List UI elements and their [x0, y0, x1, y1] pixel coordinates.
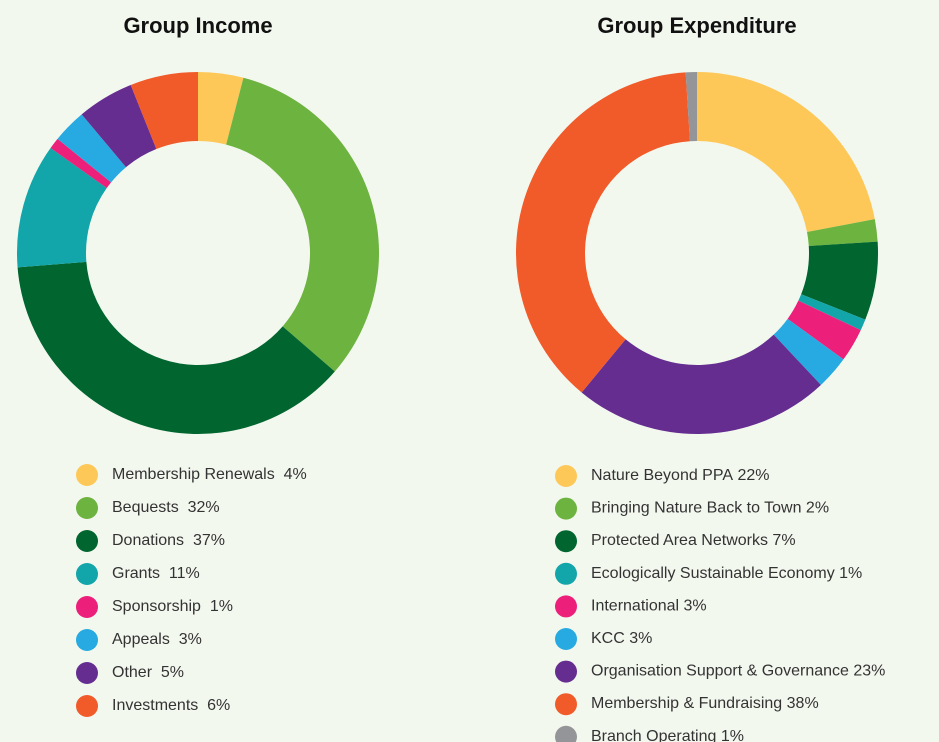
legend-swatch	[76, 563, 98, 585]
legend-label: Membership & Fundraising	[591, 695, 782, 712]
legend-label: Protected Area Networks	[591, 532, 768, 549]
legend-label: Branch Operating	[591, 728, 716, 742]
legend-swatch	[555, 693, 577, 716]
legend-value: 6%	[198, 697, 230, 714]
legend-label: International	[591, 598, 679, 615]
donut-slice	[685, 72, 697, 142]
legend-value: 3%	[170, 631, 202, 648]
legend-entry: Investments 6%	[112, 697, 230, 714]
legend-value: 5%	[152, 664, 184, 681]
legend-entry: Sponsorship 1%	[112, 598, 233, 615]
legend-entry: Nature Beyond PPA 22%	[591, 467, 769, 484]
legend-value: 1%	[716, 728, 744, 742]
legend-swatch	[555, 725, 577, 742]
legend-label: Investments	[112, 697, 198, 714]
donut-slice	[57, 114, 127, 183]
legend-entry: Bringing Nature Back to Town 2%	[591, 500, 829, 517]
legend-entry: Bequests 32%	[112, 499, 220, 516]
legend-label: Bringing Nature Back to Town	[591, 500, 801, 517]
legend-value: 38%	[782, 695, 818, 712]
legend-value: 22%	[733, 467, 769, 484]
legend-value: 4%	[275, 466, 307, 483]
donut-slice	[697, 72, 875, 233]
legend-entry: Other 5%	[112, 664, 184, 681]
donut-slice	[226, 77, 380, 372]
legend-label: Sponsorship	[112, 598, 201, 615]
legend-swatch	[76, 530, 98, 552]
legend-value: 37%	[184, 532, 225, 549]
legend-swatch	[76, 596, 98, 618]
legend-entry: Grants 11%	[112, 565, 200, 582]
legend-label: Bequests	[112, 499, 179, 516]
legend-value: 3%	[625, 630, 653, 647]
donut-slice	[773, 318, 844, 385]
legend-entry: International 3%	[591, 598, 707, 615]
legend-swatch	[555, 465, 577, 487]
legend-swatch	[555, 595, 577, 618]
legend-value: 2%	[801, 500, 829, 517]
donut-slice	[50, 138, 112, 189]
donut-slice	[807, 219, 878, 246]
legend-label: Membership Renewals	[112, 466, 275, 483]
legend-swatch	[76, 464, 98, 486]
legend-value: 32%	[179, 499, 220, 516]
legend-entry: Protected Area Networks 7%	[591, 532, 796, 549]
donut-slice	[798, 294, 866, 331]
legend-entry: KCC 3%	[591, 630, 652, 647]
legend-value: 23%	[849, 663, 885, 680]
legend-swatch	[76, 629, 98, 651]
legend-entry: Organisation Support & Governance 23%	[591, 663, 885, 680]
legend-label: Other	[112, 664, 153, 681]
legend-value: 11%	[160, 565, 200, 582]
chart-title: Group Expenditure	[597, 13, 796, 38]
legend-label: Donations	[112, 532, 184, 549]
legend-entry: Branch Operating 1%	[591, 728, 744, 742]
donut-slice	[130, 72, 198, 150]
legend-swatch	[555, 497, 577, 520]
donut-slice	[801, 241, 878, 320]
legend-label: KCC	[591, 630, 625, 647]
donut-slice	[787, 300, 861, 360]
chart-title: Group Income	[123, 13, 272, 38]
legend-label: Ecologically Sustainable Economy	[591, 565, 835, 582]
legend-swatch	[555, 562, 577, 585]
legend-value: 1%	[201, 598, 233, 615]
legend-value: 7%	[768, 532, 796, 549]
legend-swatch	[555, 660, 577, 683]
legend-label: Grants	[112, 565, 160, 582]
legend-label: Nature Beyond PPA	[591, 467, 733, 484]
legend-swatch	[76, 497, 98, 519]
legend-swatch	[555, 530, 577, 553]
legend-entry: Membership & Fundraising 38%	[591, 695, 819, 712]
legend-swatch	[76, 695, 98, 717]
donut-slice	[516, 72, 690, 393]
legend-label: Organisation Support & Governance	[591, 663, 849, 680]
donut-slice	[81, 84, 157, 168]
donut-slice	[198, 72, 244, 145]
legend-value: 1%	[835, 565, 863, 582]
legend-swatch	[76, 662, 98, 684]
legend-entry: Membership Renewals 4%	[112, 466, 307, 483]
legend-entry: Donations 37%	[112, 532, 225, 549]
legend-label: Appeals	[112, 631, 170, 648]
legend-entry: Appeals 3%	[112, 631, 202, 648]
legend-value: 3%	[679, 598, 707, 615]
legend-entry: Ecologically Sustainable Economy 1%	[591, 565, 862, 582]
donut-slice	[17, 148, 107, 268]
donut-slice	[581, 334, 821, 435]
legend-swatch	[555, 628, 577, 650]
donut-slice	[17, 261, 335, 435]
